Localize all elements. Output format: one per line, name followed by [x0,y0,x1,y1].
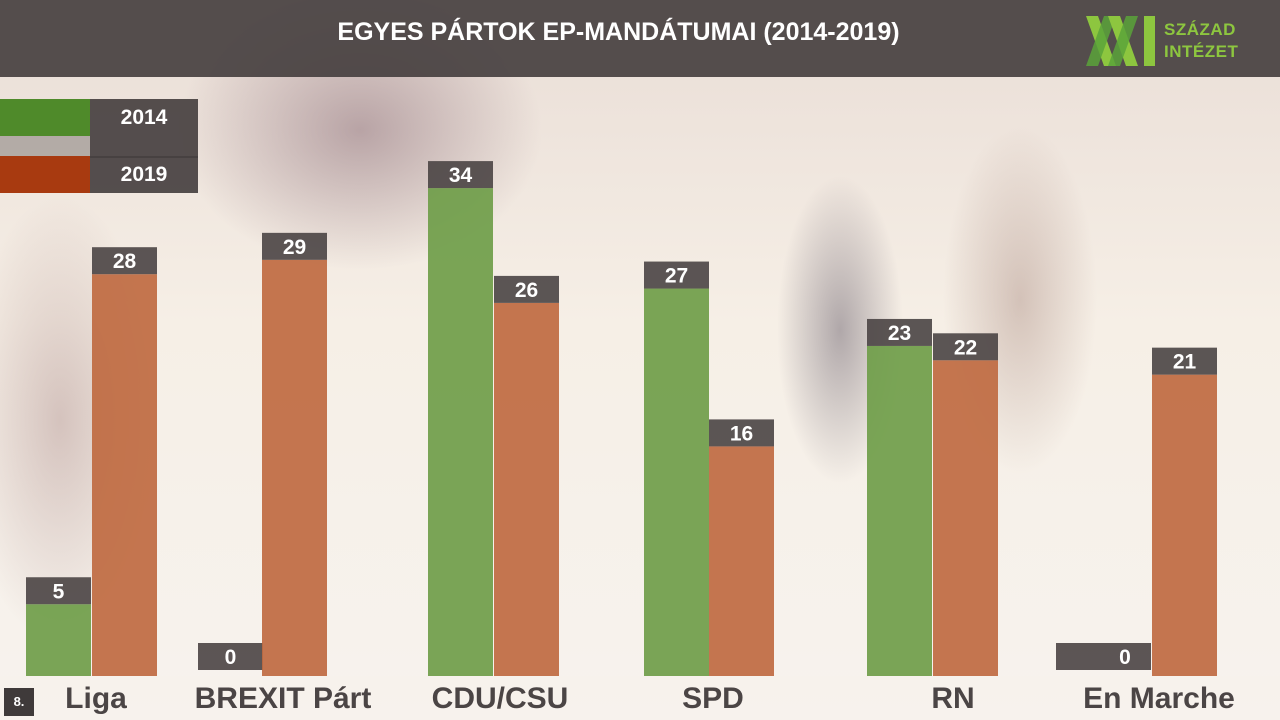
legend-spacer [0,136,90,158]
value-label-box [494,275,559,303]
value-label-box [709,419,774,447]
slide-title: EGYES PÁRTOK EP-MANDÁTUMAI (2014-2019) [337,18,900,46]
value-label: 29 [283,236,306,259]
bar-2019-rn [933,360,998,676]
value-label: 28 [113,250,137,273]
legend-spacer-dark [90,136,198,158]
category-label: SPD [682,682,744,715]
xxi-logo-icon [1086,16,1155,66]
bar-2019-en-marche [1152,374,1217,676]
bar-2014-rn [867,345,932,676]
bar-2019-brexit-p-rt [262,259,327,676]
page-number: 8. [4,688,34,716]
category-label: En Marche [1083,682,1235,715]
legend-item-2014: 2014 [0,99,198,136]
value-label-box [92,247,157,275]
value-label-box [1152,347,1217,375]
bar-2014-spd [644,288,709,676]
value-label: 22 [954,336,977,359]
value-label-box [933,333,998,361]
category-label: BREXIT Párt [194,682,372,715]
legend-item-2019: 2019 [0,156,198,193]
legend-label-2014: 2014 [90,99,198,136]
value-label: 34 [449,164,473,187]
legend-swatch-2014 [0,99,90,136]
bar-2019-liga [92,274,157,676]
value-label-box [1056,643,1151,670]
legend-label-2019: 2019 [90,156,198,193]
value-label: 27 [665,265,688,288]
value-label: 16 [730,422,753,445]
value-label-box [26,577,91,605]
category-label: RN [931,682,975,715]
value-label: 0 [225,646,237,669]
title-bar: EGYES PÁRTOK EP-MANDÁTUMAI (2014-2019) S… [0,0,1280,77]
bar-2019-cdu-csu [494,302,559,676]
value-label: 21 [1173,351,1197,374]
logo-text-line2: INTÉZET [1164,42,1239,61]
bar-2014-liga [26,604,91,676]
value-label-box [198,643,263,670]
value-label-box [644,261,709,289]
logo-text-line1: SZÁZAD [1164,20,1236,39]
bar-2014-cdu-csu [428,188,493,676]
value-label: 23 [888,322,911,345]
value-label-box [867,318,932,346]
bar-2019-spd [709,446,774,676]
value-label: 26 [515,279,538,302]
category-label: Liga [65,682,127,715]
value-label-box [262,232,327,260]
category-label: CDU/CSU [431,682,569,715]
value-label: 0 [1119,646,1131,669]
category-axis-strip [0,676,1280,720]
legend-swatch-2019 [0,156,90,193]
value-label: 5 [53,580,65,603]
value-label-box [428,161,493,189]
